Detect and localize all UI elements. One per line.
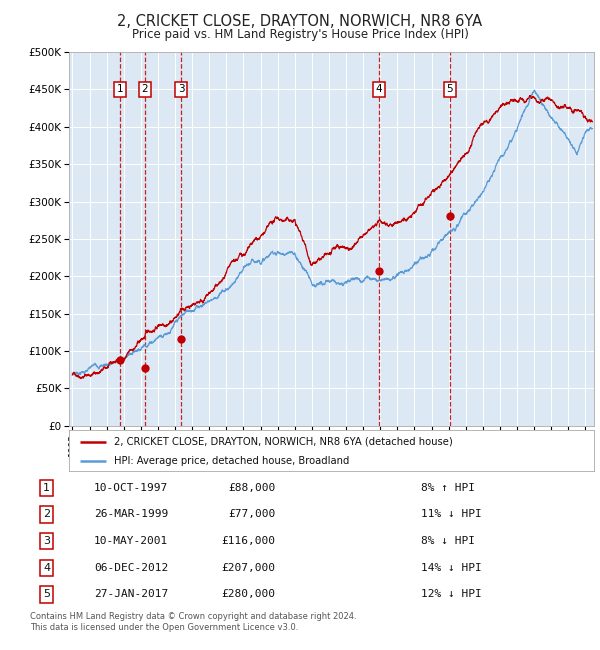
Text: 8% ↓ HPI: 8% ↓ HPI [421,536,475,546]
Text: 10-OCT-1997: 10-OCT-1997 [94,483,169,493]
Text: Price paid vs. HM Land Registry's House Price Index (HPI): Price paid vs. HM Land Registry's House … [131,28,469,41]
Text: 27-JAN-2017: 27-JAN-2017 [94,590,169,599]
Text: Contains HM Land Registry data © Crown copyright and database right 2024.
This d: Contains HM Land Registry data © Crown c… [30,612,356,632]
Text: £116,000: £116,000 [221,536,275,546]
Text: 1: 1 [116,84,123,94]
Text: 5: 5 [446,84,453,94]
Text: 12% ↓ HPI: 12% ↓ HPI [421,590,481,599]
Text: 2: 2 [142,84,148,94]
Text: 2, CRICKET CLOSE, DRAYTON, NORWICH, NR8 6YA (detached house): 2, CRICKET CLOSE, DRAYTON, NORWICH, NR8 … [113,437,452,447]
Text: 4: 4 [376,84,382,94]
Text: £88,000: £88,000 [228,483,275,493]
Text: 2, CRICKET CLOSE, DRAYTON, NORWICH, NR8 6YA: 2, CRICKET CLOSE, DRAYTON, NORWICH, NR8 … [118,14,482,29]
Text: HPI: Average price, detached house, Broadland: HPI: Average price, detached house, Broa… [113,456,349,466]
Text: 10-MAY-2001: 10-MAY-2001 [94,536,169,546]
Text: 26-MAR-1999: 26-MAR-1999 [94,510,169,519]
Text: 8% ↑ HPI: 8% ↑ HPI [421,483,475,493]
Text: £77,000: £77,000 [228,510,275,519]
Text: £280,000: £280,000 [221,590,275,599]
Text: 3: 3 [43,536,50,546]
Text: 5: 5 [43,590,50,599]
Text: 06-DEC-2012: 06-DEC-2012 [94,563,169,573]
Text: £207,000: £207,000 [221,563,275,573]
Text: 2: 2 [43,510,50,519]
Text: 14% ↓ HPI: 14% ↓ HPI [421,563,481,573]
Text: 1: 1 [43,483,50,493]
Text: 4: 4 [43,563,50,573]
Text: 11% ↓ HPI: 11% ↓ HPI [421,510,481,519]
Text: 3: 3 [178,84,184,94]
